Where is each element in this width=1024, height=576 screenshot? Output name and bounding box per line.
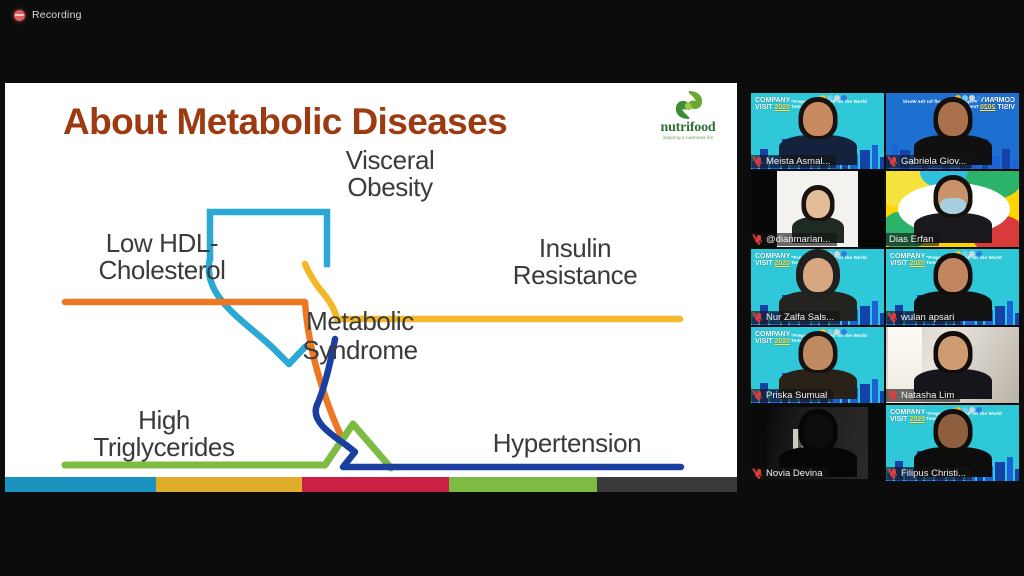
mic-muted-icon (887, 389, 898, 401)
diagram-label-low-hdl-cholesterol: Low HDL- Cholesterol (98, 228, 226, 285)
participant-nameplate: Gabriela Giov... (886, 155, 973, 168)
participant-tile-7[interactable]: Natasha Lim (886, 327, 1019, 403)
mic-muted-icon (887, 155, 898, 167)
record-dot-icon (14, 9, 25, 21)
letterbox-pillar-right (858, 171, 884, 247)
participant-name: Priska Sumual (766, 390, 828, 401)
participant-tile-8[interactable]: Novia Devina (751, 405, 884, 481)
nutrifood-logo: nutrifood inspiring a nutritious life (645, 90, 731, 148)
participant-figure (903, 409, 1003, 477)
diagram-label-high-triglycerides: High Triglycerides (93, 405, 235, 462)
footer-strip-segment-2 (302, 477, 449, 492)
participant-nameplate: Natasha Lim (886, 389, 961, 402)
diagram-label-hypertension: Hypertension (492, 428, 642, 458)
mic-muted-icon (887, 467, 898, 479)
logo-wordmark: nutrifood (660, 120, 716, 135)
slide-footer-color-strip (5, 477, 737, 492)
participant-figure (903, 331, 1003, 399)
participant-nameplate: Priska Sumual (751, 389, 834, 402)
company-visit-title: COMPANY VISIT 2020 (755, 331, 791, 346)
participant-name: Novia Devina (766, 468, 823, 479)
participant-name: Nur Zalfa Sals... (766, 312, 835, 323)
participant-nameplate: Novia Devina (751, 467, 829, 480)
participant-figure (768, 249, 868, 321)
participant-name: wulan apsari (901, 312, 955, 323)
company-visit-title: COMPANY VISIT 2020 (890, 409, 926, 424)
participant-name: @dianmarian... (766, 234, 831, 245)
participant-nameplate: Nur Zalfa Sals... (751, 311, 841, 324)
company-visit-title: COMPANY VISIT 2020 (755, 253, 791, 268)
company-visit-title: COMPANY VISIT 2020 (755, 97, 791, 112)
diagram-label-visceral-obesity: Visceral Obesity (345, 145, 435, 202)
diagram-center-label: Metabolic Syndrome (302, 306, 418, 365)
slide-title: About Metabolic Diseases (63, 101, 508, 142)
participant-tile-3[interactable]: Dias Erfan (886, 171, 1019, 247)
participant-tile-2[interactable]: @dianmarian... (751, 171, 884, 247)
mic-muted-icon (752, 311, 763, 323)
participant-name: Filipus Christi... (901, 468, 966, 479)
footer-strip-segment-4 (597, 477, 737, 492)
metabolic-syndrome-heart-diagram (61, 208, 685, 472)
participant-nameplate: Meista Asmal... (751, 155, 837, 168)
footer-strip-segment-1 (156, 477, 302, 492)
mic-muted-icon (752, 233, 763, 245)
company-visit-title: COMPANY VISIT 2020 (890, 253, 926, 268)
footer-strip-segment-0 (5, 477, 156, 492)
recording-bar: Recording (0, 0, 1024, 30)
participant-name: Dias Erfan (889, 234, 934, 245)
participant-figure (768, 331, 868, 399)
shared-screen-slide[interactable]: About Metabolic Diseases nutrifood inspi… (5, 83, 737, 492)
footer-strip-segment-3 (449, 477, 597, 492)
recording-label: Recording (32, 9, 82, 21)
participant-name: Meista Asmal... (766, 156, 831, 167)
participant-name: Natasha Lim (901, 390, 955, 401)
mic-muted-icon (752, 389, 763, 401)
participant-name: Gabriela Giov... (901, 156, 967, 167)
mic-muted-icon (752, 155, 763, 167)
participant-nameplate: @dianmarian... (751, 233, 837, 246)
participant-nameplate: wulan apsari (886, 311, 961, 324)
logo-tagline: inspiring a nutritious life (662, 135, 714, 140)
recording-indicator[interactable]: Recording (14, 9, 82, 21)
mic-muted-icon (752, 467, 763, 479)
diagram-label-insulin-resistance: Insulin Resistance (512, 233, 638, 290)
participant-nameplate: Filipus Christi... (886, 467, 972, 480)
nutrifood-leaf-icon (675, 91, 703, 119)
mic-muted-icon (887, 311, 898, 323)
participant-nameplate: Dias Erfan (886, 233, 940, 246)
